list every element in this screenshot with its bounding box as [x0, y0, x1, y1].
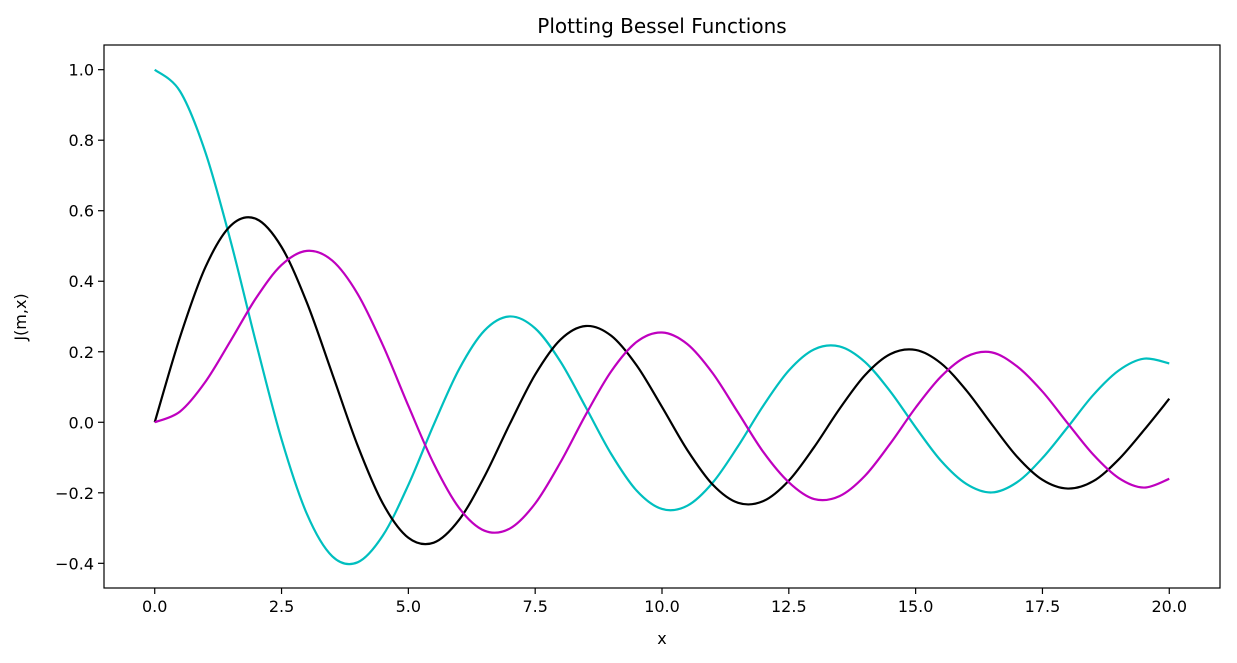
x-tick-label: 12.5: [771, 597, 807, 616]
plot-area: [153, 68, 1171, 566]
series-line-0: [154, 68, 1170, 566]
chart-title: Plotting Bessel Functions: [537, 14, 786, 38]
y-tick-label: −0.2: [55, 484, 94, 503]
y-tick-label: 0.8: [69, 131, 94, 150]
y-tick-label: 0.2: [69, 343, 94, 362]
y-axis-ticks: −0.4 −0.2 0.0 0.2 0.4 0.6 0.8 1.0: [55, 61, 104, 573]
x-tick-label: 15.0: [898, 597, 934, 616]
x-axis-label: x: [657, 629, 666, 648]
x-tick-label: 0.0: [142, 597, 167, 616]
x-tick-label: 10.0: [644, 597, 680, 616]
x-tick-label: 20.0: [1151, 597, 1187, 616]
x-axis-ticks: 0.0 2.5 5.0 7.5 10.0 12.5 15.0 17.5 20.0: [142, 588, 1187, 616]
series-line-2: [154, 249, 1170, 534]
y-tick-label: 1.0: [69, 61, 94, 80]
y-tick-label: 0.0: [69, 413, 94, 432]
plot-frame: [103, 44, 1221, 589]
y-tick-label: −0.4: [55, 554, 94, 573]
y-tick-label: 0.6: [69, 202, 94, 221]
y-axis-label: J(m,x): [11, 293, 30, 341]
series-line-1: [153, 216, 1171, 546]
x-tick-label: 2.5: [269, 597, 294, 616]
x-tick-label: 5.0: [396, 597, 421, 616]
y-tick-label: 0.4: [69, 272, 94, 291]
x-tick-label: 17.5: [1025, 597, 1061, 616]
x-tick-label: 7.5: [522, 597, 547, 616]
